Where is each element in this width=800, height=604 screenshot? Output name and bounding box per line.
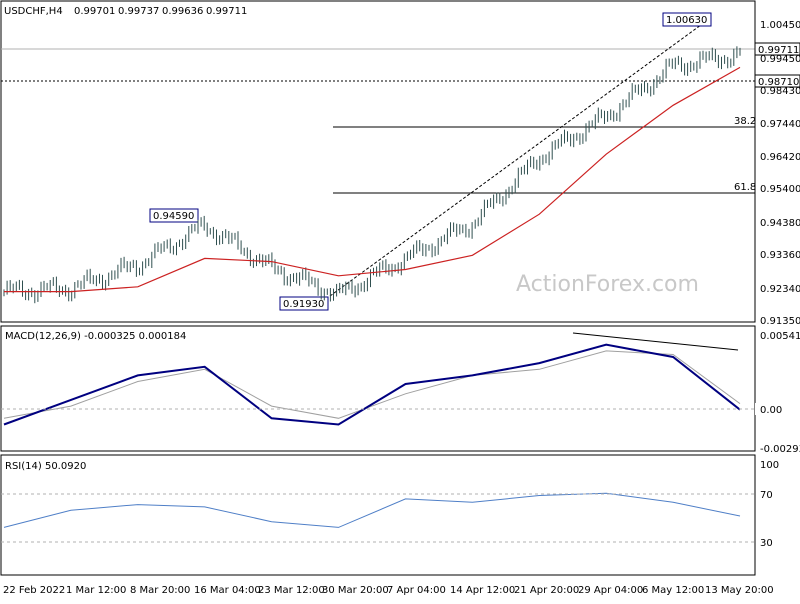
rsi-tick: 30 <box>760 538 773 549</box>
price-tick: 1.00450 <box>760 20 800 31</box>
price-tick: 0.97440 <box>760 119 800 130</box>
label-low: 0.91930 <box>279 296 329 311</box>
label-high: 1.00630 <box>662 12 712 27</box>
current-price-text: 0.99711 <box>758 45 799 56</box>
rsi-tick: 100 <box>760 460 779 471</box>
price-tick: 0.96420 <box>760 152 800 163</box>
rsi-layer <box>3 492 741 528</box>
x-axis: 22 Feb 2022 1 Mar 12:00 8 Mar 20:00 16 M… <box>3 585 774 596</box>
ohlc-low: 0.99636 <box>162 6 203 17</box>
chart-header: USDCHF,H4 0.99701 0.99737 0.99636 0.9971… <box>4 6 247 17</box>
current-price-marker: 0.99711 <box>754 42 800 56</box>
rsi-line <box>3 492 741 528</box>
price-tick: 0.92340 <box>760 284 800 295</box>
label-low-text: 0.91930 <box>283 299 324 310</box>
macd-zero-marker: 0.00 <box>755 403 800 416</box>
macd-layer <box>3 343 741 426</box>
trend-dashed-line <box>329 21 706 297</box>
price-y-axis: 1.00450 0.99450 0.98430 0.97440 0.96420 … <box>760 20 800 327</box>
x-tick: 13 May 20:00 <box>705 585 774 596</box>
x-tick: 21 Apr 20:00 <box>514 585 579 596</box>
label-mid-high-text: 0.94590 <box>153 211 194 222</box>
x-tick: 7 Apr 04:00 <box>387 585 446 596</box>
x-tick: 6 May 12:00 <box>642 585 704 596</box>
x-tick: 14 Apr 12:00 <box>450 585 515 596</box>
fib-38-label: 38.2 <box>734 116 756 127</box>
support-price-marker: 0.98710 <box>754 74 800 88</box>
price-tick: 0.95400 <box>760 184 800 195</box>
x-tick: 30 Mar 20:00 <box>322 585 389 596</box>
price-tick: 0.94380 <box>760 218 800 229</box>
price-tick: 0.93360 <box>760 250 800 261</box>
price-tick: 0.99450 <box>760 54 800 65</box>
sma-layer <box>4 66 741 293</box>
x-tick: 8 Mar 20:00 <box>130 585 190 596</box>
price-tick: 0.91350 <box>760 316 800 327</box>
signal-line <box>3 350 741 419</box>
fib-61-label: 61.8 <box>734 182 756 193</box>
macd-panel-frame <box>0 325 756 452</box>
macd-tick: -0.00293 <box>760 444 800 455</box>
macd-tick: 0.005419 <box>760 331 800 342</box>
price-tick: 0.98430 <box>760 86 800 97</box>
rsi-tick: 70 <box>760 490 773 501</box>
macd-line <box>3 343 741 426</box>
label-mid-high: 0.94590 <box>149 208 199 223</box>
macd-zero-text: 0.00 <box>760 405 782 416</box>
x-tick: 1 Mar 12:00 <box>66 585 126 596</box>
macd-divergence-line <box>572 332 739 351</box>
support-price-text: 0.98710 <box>758 77 799 88</box>
sma-line <box>4 66 741 293</box>
x-tick: 23 Mar 12:00 <box>258 585 325 596</box>
ohlc-open: 0.99701 <box>74 6 115 17</box>
x-tick: 22 Feb 2022 <box>3 585 65 596</box>
x-tick: 29 Apr 04:00 <box>578 585 643 596</box>
ohlc-close: 0.99711 <box>206 6 247 17</box>
watermark: ActionForex.com <box>516 272 699 297</box>
rsi-title: RSI(14) 50.0920 <box>5 461 86 472</box>
ohlc-high: 0.99737 <box>118 6 159 17</box>
macd-title: MACD(12,26,9) -0.000325 0.000184 <box>5 331 186 342</box>
x-tick: 16 Mar 04:00 <box>194 585 261 596</box>
label-high-text: 1.00630 <box>666 15 707 26</box>
chart-symbol: USDCHF,H4 <box>4 6 63 17</box>
rsi-panel-frame <box>0 454 756 576</box>
price-panel-frame <box>0 0 756 323</box>
